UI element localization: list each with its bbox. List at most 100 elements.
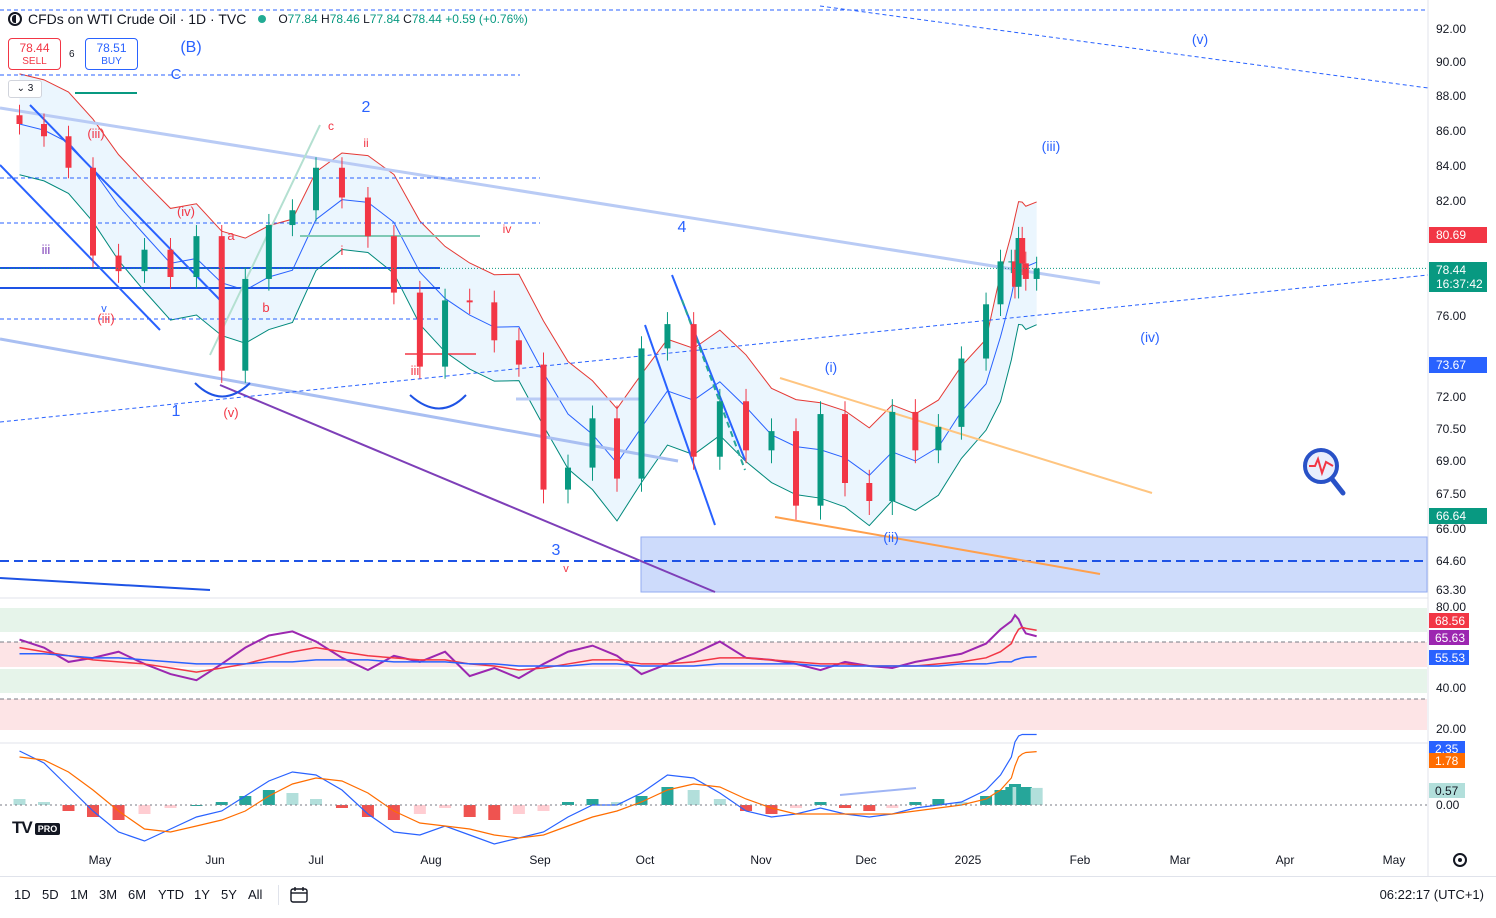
candle	[167, 249, 174, 277]
gear-icon[interactable]	[1453, 853, 1467, 867]
timeframe-1y[interactable]: 1Y	[194, 887, 210, 902]
macd-histogram-bar	[537, 805, 550, 811]
macd-histogram-bar	[38, 802, 50, 805]
toolbar-divider	[278, 885, 279, 905]
timeframe-3m[interactable]: 3M	[99, 887, 118, 902]
rsi-badge-label: 65.63	[1435, 631, 1465, 645]
candle	[716, 401, 723, 457]
price-tick-label: 76.00	[1436, 309, 1466, 323]
tradingview-logo[interactable]: TV PRO	[12, 818, 61, 838]
timeframe-ytd[interactable]: YTD	[158, 887, 184, 902]
sell-button[interactable]: 78.44 SELL	[8, 38, 61, 70]
timeframe-6m[interactable]: 6M	[128, 887, 147, 902]
candle	[912, 411, 919, 451]
candle	[1033, 268, 1040, 279]
price-badge	[1429, 508, 1487, 524]
macd-histogram-bar	[138, 805, 151, 814]
macd-histogram-bar	[980, 796, 993, 805]
macd-histogram-bar	[814, 802, 827, 805]
macd-histogram-bar	[932, 799, 945, 805]
macd-line	[19, 733, 1037, 845]
price-tick-label: 82.00	[1436, 194, 1466, 208]
candle	[1008, 261, 1015, 263]
trendline-upper	[0, 106, 1101, 285]
time-axis-label: Aug	[420, 853, 441, 867]
timeframe-1m[interactable]: 1M	[70, 887, 89, 902]
price-badge-label: 78.44	[1436, 263, 1466, 277]
time-axis-label: 2025	[955, 853, 982, 867]
candle	[41, 124, 47, 137]
macd-histogram-bar	[839, 805, 851, 808]
macd-histogram-bar	[611, 802, 623, 805]
macd-badge	[1429, 753, 1465, 768]
timeframe-5y[interactable]: 5Y	[221, 887, 237, 902]
arc-marker	[194, 382, 251, 398]
timeframe-5d[interactable]: 5D	[42, 887, 59, 902]
macd-histogram-bar	[310, 799, 322, 805]
rsi-badge	[1429, 650, 1469, 665]
time-axis-label: Jul	[308, 853, 323, 867]
rsi-badge	[1429, 630, 1469, 645]
trendline-purple	[219, 384, 716, 593]
candle	[540, 364, 547, 490]
wave-label: (v)	[223, 405, 238, 420]
candle	[589, 418, 596, 468]
clock-timezone[interactable]: 06:22:17 (UTC+1)	[1379, 887, 1484, 902]
price-badge	[1429, 227, 1487, 243]
price-tick-label: 92.00	[1436, 22, 1466, 36]
time-axis-label: Nov	[750, 853, 771, 867]
time-axis-label: Dec	[855, 853, 876, 867]
candle	[664, 324, 671, 349]
candle	[242, 278, 249, 371]
wave-label: (iv)	[177, 204, 195, 219]
candle	[565, 467, 571, 490]
macd-histogram-bar	[286, 793, 299, 805]
candle	[1022, 263, 1029, 279]
price-badge-label: 66.64	[1436, 509, 1466, 523]
macd-histogram-bar	[463, 805, 476, 817]
time-axis-label: May	[1383, 853, 1406, 867]
candle	[958, 358, 965, 427]
symbol-title[interactable]: CFDs on WTI Crude Oil · 1D · TVC	[28, 11, 247, 27]
price-tick-label: 88.00	[1436, 89, 1466, 103]
price-tick-label: 69.00	[1436, 454, 1466, 468]
candle	[638, 348, 645, 479]
price-tick-label: 86.00	[1436, 124, 1466, 138]
ohlc-values: O77.84 H78.46 L77.84 C78.44 +0.59 (+0.76…	[278, 12, 528, 26]
candle	[218, 236, 225, 371]
wave-label: 3	[552, 542, 561, 559]
candle	[1015, 238, 1022, 287]
calendar-icon[interactable]	[290, 886, 308, 903]
macd-histogram-bar	[488, 805, 501, 820]
price-tick-label: 70.50	[1436, 422, 1466, 436]
candle	[115, 255, 122, 272]
market-status-icon	[258, 15, 267, 23]
candle	[889, 411, 896, 501]
wedge-lower	[774, 516, 1101, 575]
wave-label: (v)	[1192, 31, 1208, 47]
candle	[793, 431, 799, 506]
macd-histogram-bar	[62, 805, 75, 811]
candle	[466, 300, 473, 303]
candle	[614, 418, 620, 479]
wave-label: v	[563, 563, 569, 575]
macd-histogram-bar	[1030, 787, 1043, 805]
rsi-badge	[1429, 613, 1469, 628]
candle	[338, 167, 345, 198]
bollinger-band-fill	[19, 73, 1037, 526]
wedge-upper	[779, 377, 1153, 494]
candle	[416, 292, 423, 367]
timeframe-1d[interactable]: 1D	[14, 887, 31, 902]
collapse-indicators-button[interactable]: ⌄ 3	[8, 80, 42, 98]
channel-line	[644, 324, 716, 526]
channel-line	[671, 274, 746, 461]
price-tick-label: 63.30	[1436, 583, 1466, 597]
macd-histogram-bar	[13, 799, 26, 805]
timeframe-all[interactable]: All	[248, 887, 263, 902]
buy-button[interactable]: 78.51 BUY	[85, 38, 138, 70]
price-badge-label: 73.67	[1436, 358, 1466, 372]
macd-histogram-bar	[164, 805, 177, 808]
rsi-band	[0, 642, 1427, 667]
candle	[1011, 261, 1018, 287]
